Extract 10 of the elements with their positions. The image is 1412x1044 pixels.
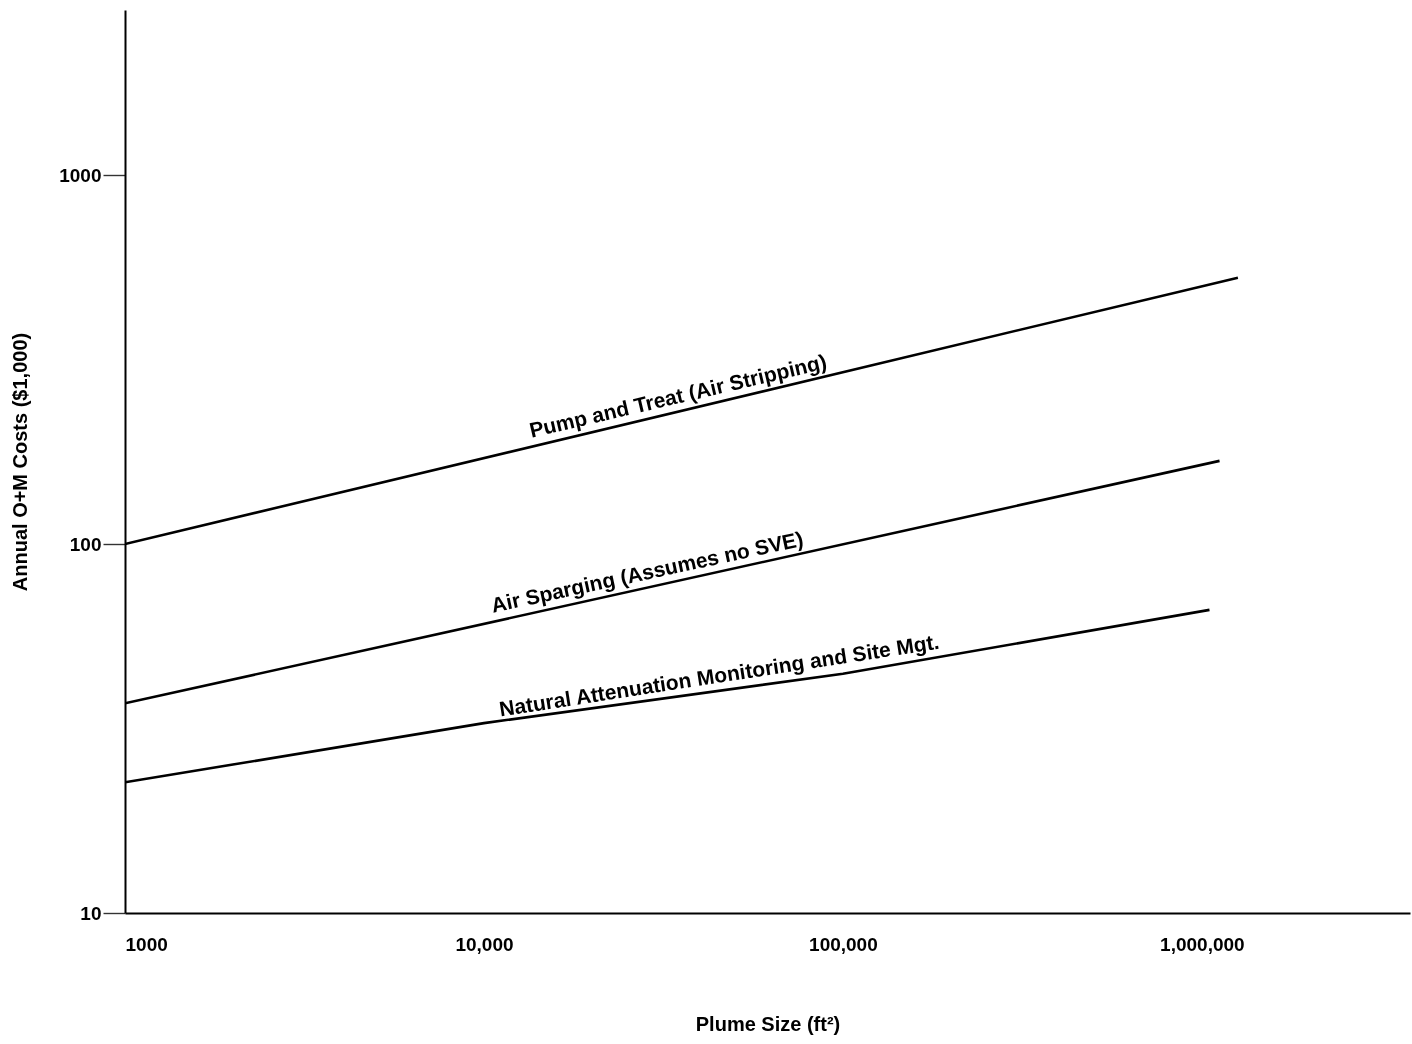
y-tick-label: 10 bbox=[80, 902, 102, 924]
y-tick-label: 100 bbox=[69, 533, 102, 555]
x-tick-label: 10,000 bbox=[455, 933, 514, 955]
x-tick-label: 1000 bbox=[125, 933, 168, 955]
x-axis-title: Plume Size (ft²) bbox=[695, 1012, 841, 1035]
x-tick-label: 100,000 bbox=[809, 933, 878, 955]
y-axis-title: Annual O+M Costs ($1,000) bbox=[9, 332, 32, 592]
y-tick-label: 1000 bbox=[59, 164, 102, 186]
text: Natural Attenuation Monitoring and Site Mgt. bbox=[497, 629, 941, 721]
x-tick-label: 1,000,000 bbox=[1160, 933, 1245, 955]
